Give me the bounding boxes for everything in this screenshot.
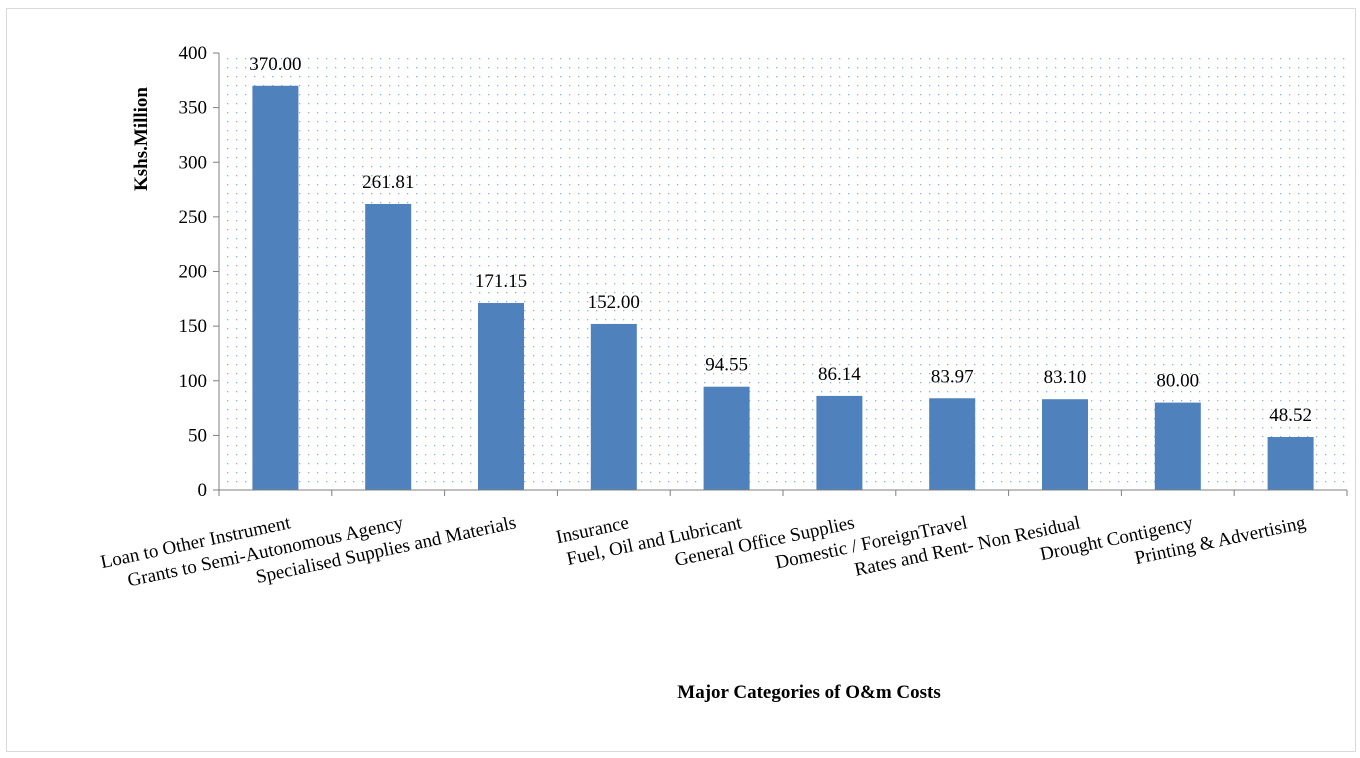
y-tick-label: 0 (198, 480, 208, 501)
bar (1154, 402, 1201, 490)
bar (703, 386, 750, 490)
y-axis-title: Kshs.Million (131, 87, 152, 191)
y-tick-label: 300 (179, 152, 208, 173)
data-label: 171.15 (475, 271, 527, 292)
x-axis-title: Major Categories of O&m Costs (677, 682, 940, 703)
bar (1042, 399, 1088, 490)
bar (816, 395, 863, 490)
chart-frame: 0 50 100 150 200 250 300 350 400 370.00 Loan to Ot… (6, 8, 1356, 752)
y-tick-label: 400 (179, 43, 208, 64)
bar (252, 85, 299, 491)
bar (478, 303, 524, 490)
data-label: 370.00 (249, 54, 301, 75)
y-tick-label: 250 (179, 207, 208, 228)
data-label: 83.10 (1044, 367, 1087, 388)
data-label: 261.81 (362, 172, 414, 193)
data-label: 152.00 (588, 292, 640, 313)
data-label: 48.52 (1269, 405, 1312, 426)
data-label: 86.14 (818, 364, 861, 385)
bar (1267, 436, 1314, 490)
data-label: 80.00 (1156, 371, 1199, 392)
data-label: 94.55 (705, 355, 748, 376)
y-tick-label: 150 (179, 316, 208, 337)
y-tick-label: 50 (188, 425, 207, 446)
bars-layer (252, 85, 1314, 491)
bar (590, 323, 637, 490)
bar (365, 203, 412, 490)
data-label: 83.97 (931, 366, 974, 387)
y-tick-label: 350 (179, 98, 208, 119)
y-tick-label: 200 (179, 262, 208, 283)
axes-layer (213, 52, 1348, 496)
bar (929, 398, 976, 490)
y-tick-label: 100 (179, 371, 208, 392)
